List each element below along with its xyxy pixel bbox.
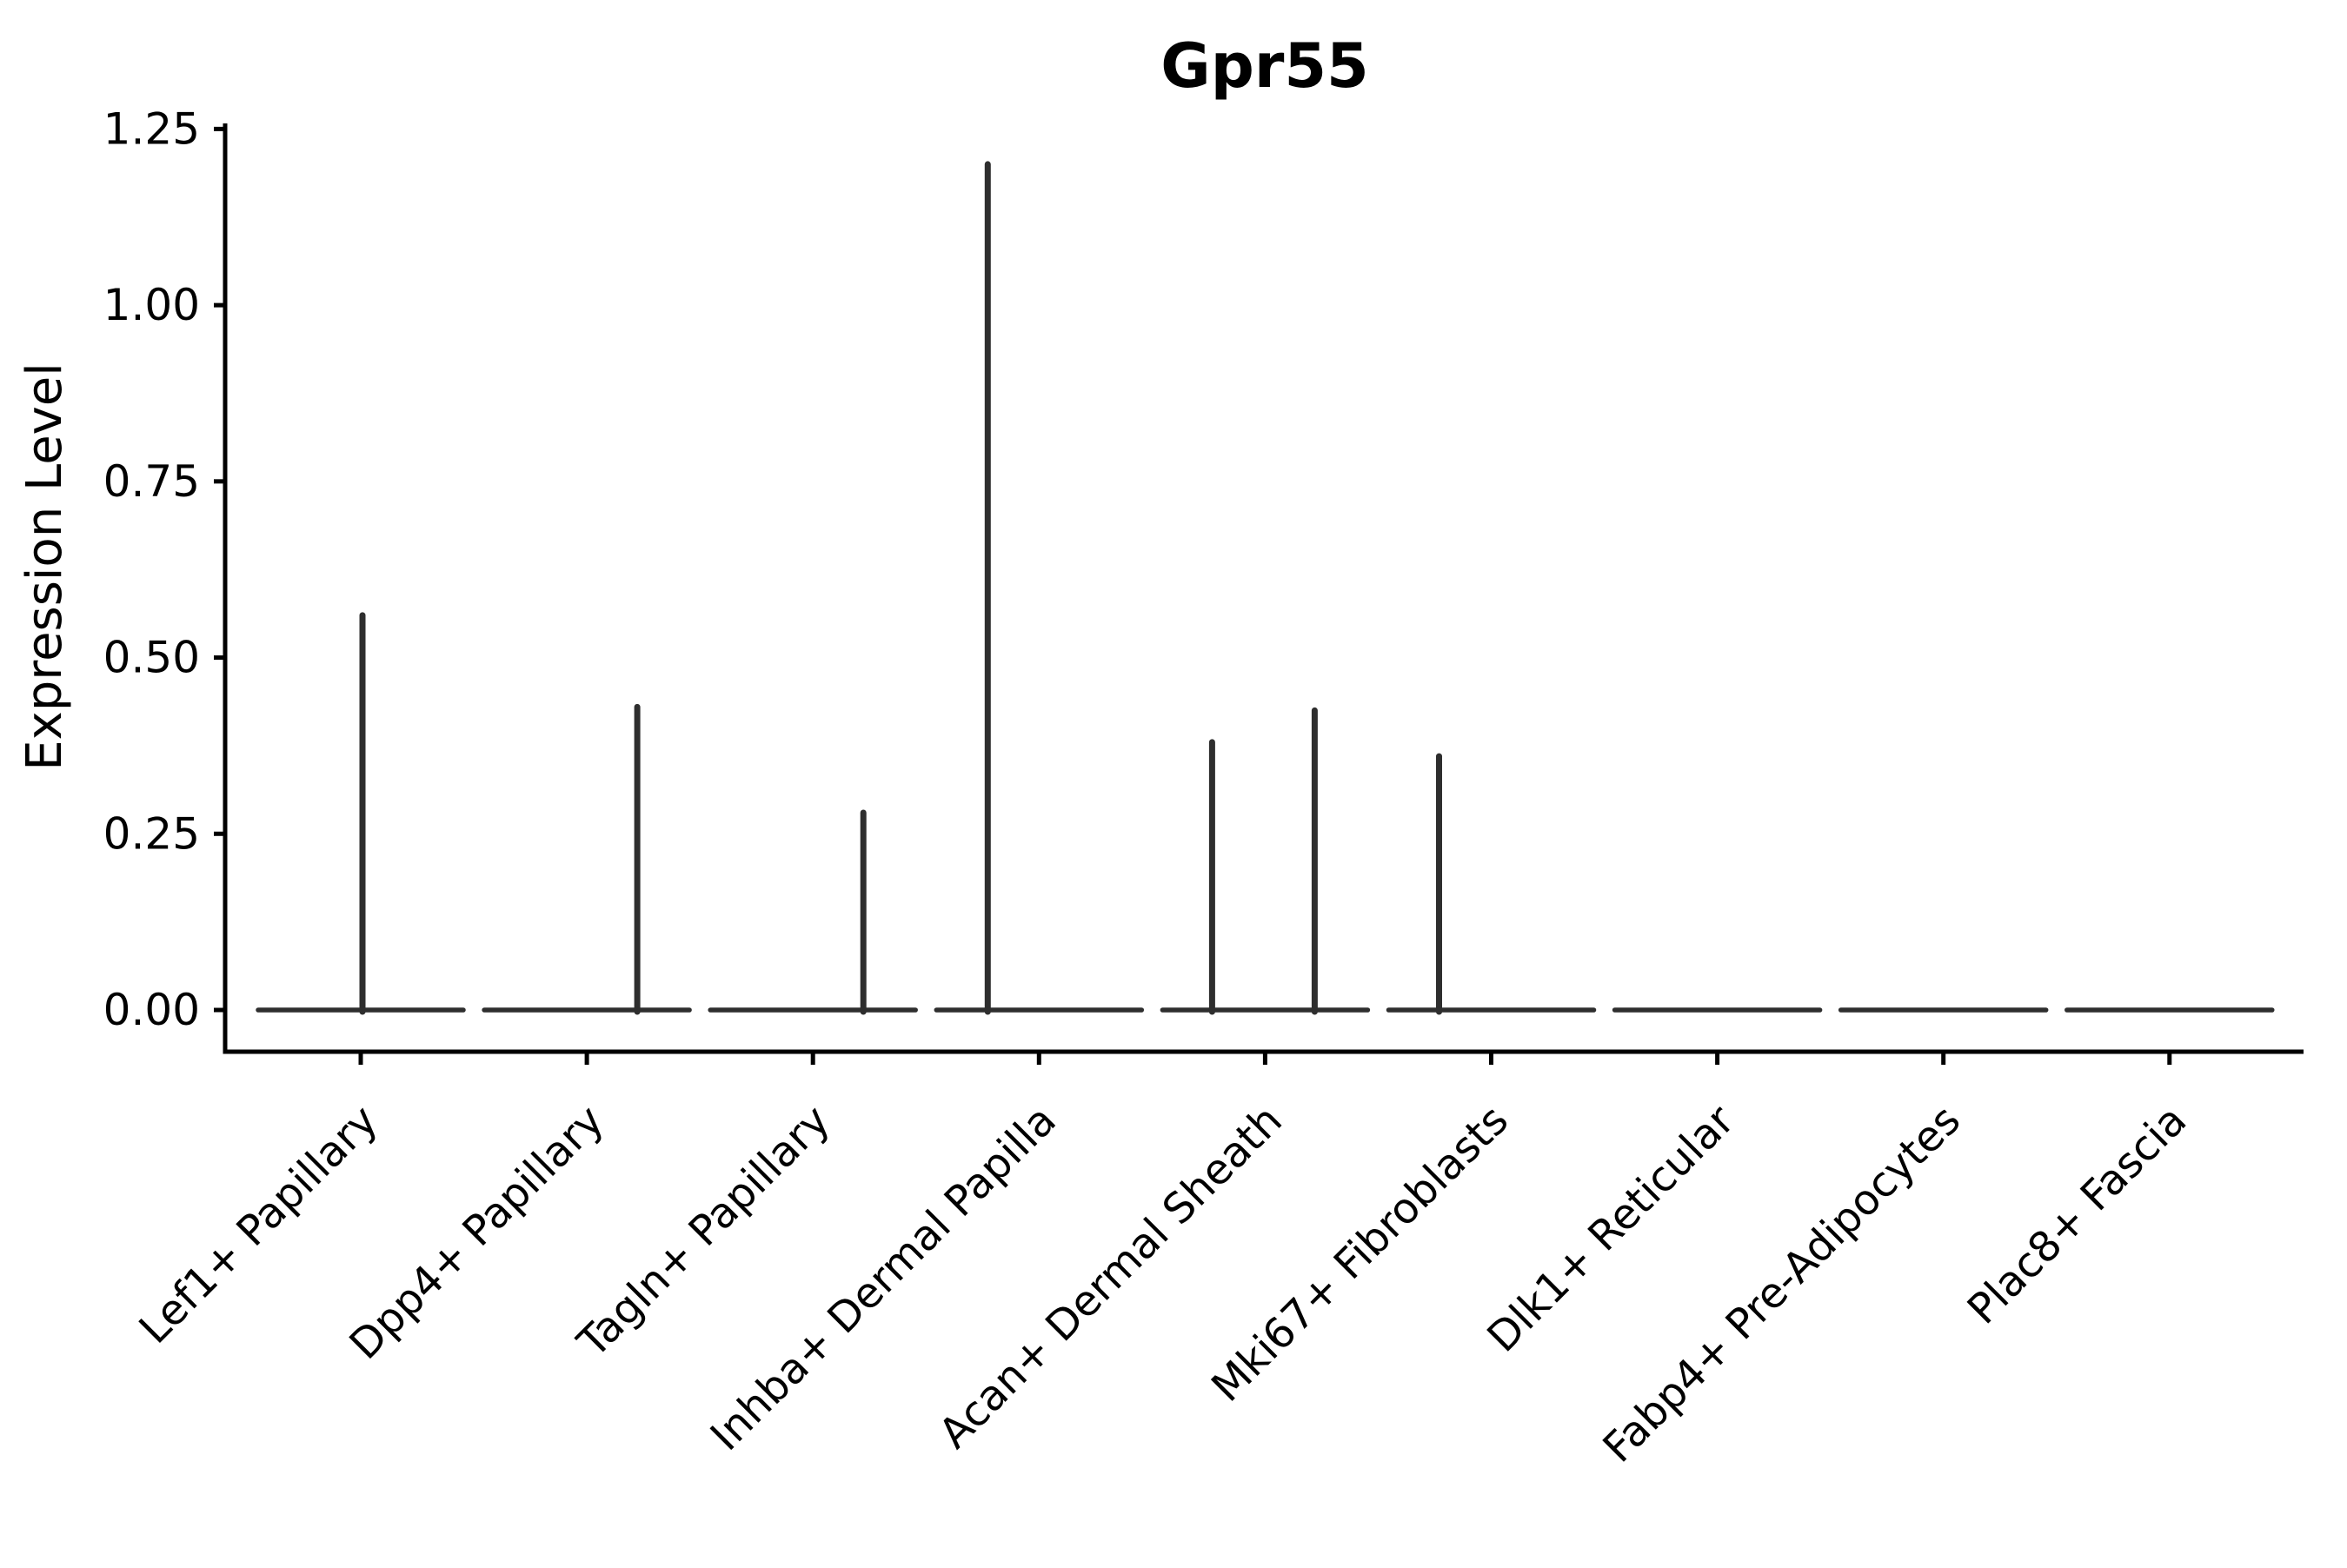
violin-layer [256,161,2275,1015]
x-tick-label: Dlk1+ Reticular [1478,1096,1744,1362]
x-tick-label: Lef1+ Papillary [130,1096,388,1353]
x-tick-label: Tagln+ Papillary [568,1096,839,1367]
x-tick-label: Plac8+ Fascia [1958,1096,2197,1334]
y-tick-label: 1.00 [103,280,200,330]
x-tick-label: Fabp4+ Pre-Adipocytes [1593,1096,1970,1472]
chart-title: Gpr55 [1160,30,1369,102]
y-tick-label: 0.00 [103,985,200,1035]
y-tick-label: 0.50 [103,633,200,683]
y-tick-label: 1.25 [103,103,200,154]
axes-layer [214,123,2304,1065]
tick-label-layer: 0.00 0.25 0.50 0.75 1.00 1.25 Lef1+ Papillary D… [103,103,2197,1472]
y-axis-label: Expression Level [17,362,73,771]
y-tick-label: 0.25 [103,808,200,859]
y-tick-label: 0.75 [103,456,200,507]
